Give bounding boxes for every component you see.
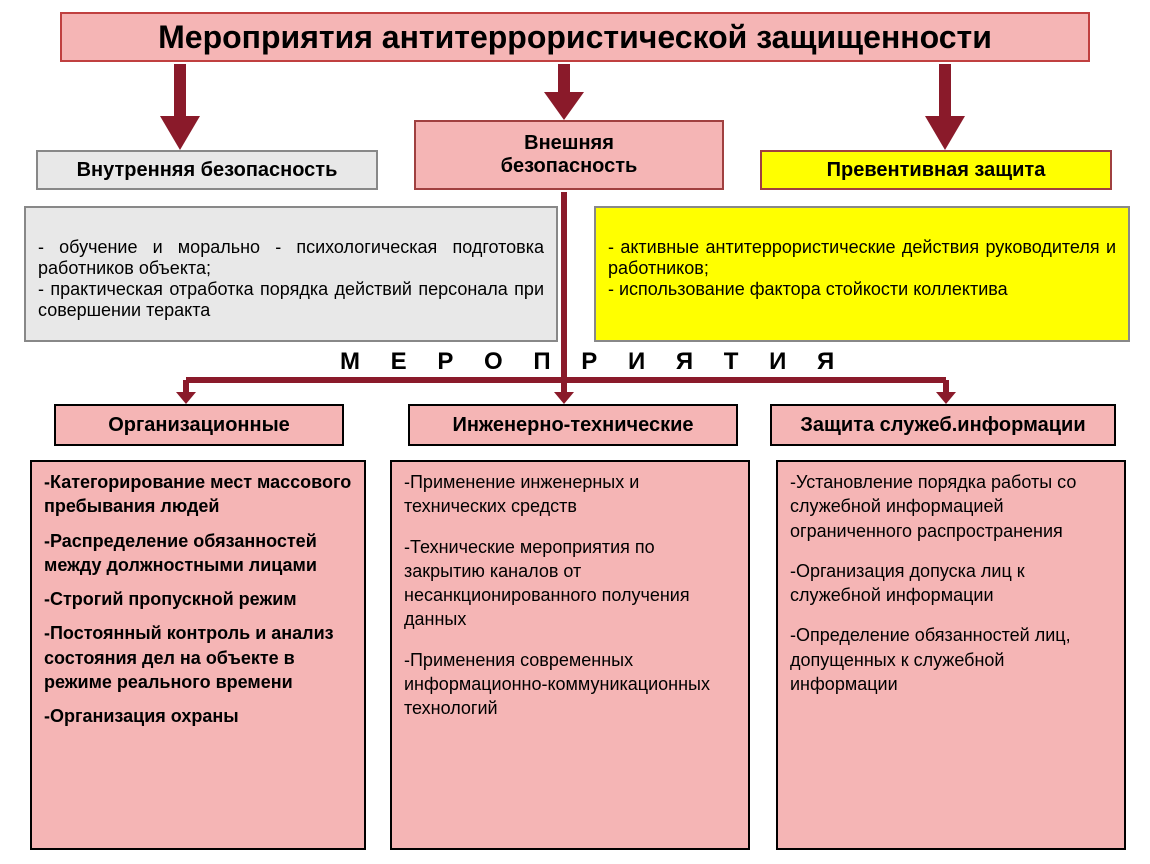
cat-tech-item: -Применения современных информационно-ко…	[404, 648, 736, 721]
section-label: М Е Р О П Р И Я Т И Я	[340, 348, 846, 376]
cat-header-info: Защита служеб.информации	[770, 404, 1116, 446]
cat-header-tech: Инженерно-технические	[408, 404, 738, 446]
cat-body-info: -Установление порядка работы со служебно…	[776, 460, 1126, 850]
cat-header-org: Организационные	[54, 404, 344, 446]
cat-body-tech: -Применение инженерных и технических сре…	[390, 460, 750, 850]
cat-header-info-text: Защита служеб.информации	[800, 414, 1085, 437]
section-label-text: М Е Р О П Р И Я Т И Я	[340, 348, 846, 375]
cat-org-item: -Постоянный контроль и анализ состояния …	[44, 621, 352, 694]
connector-tree	[0, 0, 1150, 460]
cat-tech-item: -Технические мероприятия по закрытию кан…	[404, 535, 736, 632]
cat-org-item: -Строгий пропускной режим	[44, 587, 352, 611]
cat-tech-item: -Применение инженерных и технических сре…	[404, 470, 736, 519]
cat-header-org-text: Организационные	[108, 414, 290, 437]
cat-info-item: -Организация допуска лиц к служебной инф…	[790, 559, 1112, 608]
cat-org-item: -Категорирование мест массового пребыван…	[44, 470, 352, 519]
cat-info-item: -Установление порядка работы со служебно…	[790, 470, 1112, 543]
cat-org-item: -Распределение обязанностей между должно…	[44, 529, 352, 578]
cat-org-item: -Организация охраны	[44, 704, 352, 728]
cat-body-org: -Категорирование мест массового пребыван…	[30, 460, 366, 850]
cat-info-item: -Определение обязанностей лиц, допущенны…	[790, 623, 1112, 696]
cat-header-tech-text: Инженерно-технические	[452, 414, 693, 437]
